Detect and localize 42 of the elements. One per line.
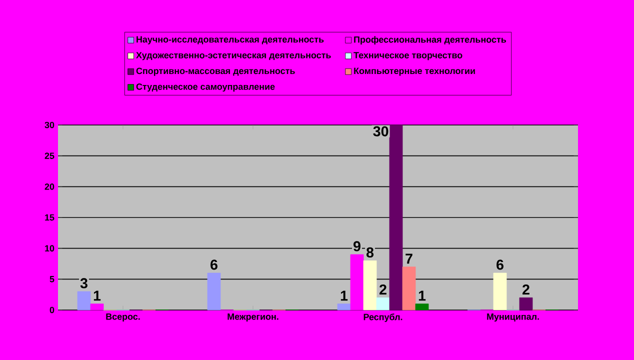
legend-label: Компьютерные технологии <box>354 68 475 76</box>
legend-label: Студенческое самоуправление <box>136 83 275 92</box>
x-tick-label: Межрегион. <box>228 314 278 322</box>
x-tick-label: Всерос. <box>106 314 140 322</box>
bar <box>402 266 416 310</box>
bar <box>337 304 351 310</box>
data-label: 1 <box>340 290 348 301</box>
x-tick-label: Республ. <box>364 314 402 322</box>
legend-label: Профессиональная деятельность <box>354 36 506 44</box>
y-tick-label: 10 <box>45 245 54 252</box>
y-tick-label: 25 <box>44 152 54 160</box>
data-label: 8 <box>366 247 374 258</box>
data-label: 2 <box>380 284 386 294</box>
bar <box>207 272 221 310</box>
data-label: 30 <box>373 126 388 136</box>
bar <box>493 272 507 310</box>
data-label: 7 <box>406 254 412 264</box>
bar <box>90 304 104 310</box>
data-label: 6 <box>496 260 504 270</box>
bar <box>415 304 429 310</box>
legend-label: Техническое творчество <box>354 52 462 60</box>
y-tick-label: 30 <box>44 122 54 128</box>
data-label: 1 <box>94 290 101 301</box>
x-tick-label: Муниципал. <box>487 314 539 322</box>
y-tick-label: 15 <box>45 214 54 221</box>
bar <box>363 260 377 310</box>
bar <box>77 291 91 310</box>
data-label: 9 <box>354 241 360 252</box>
data-label: 2 <box>522 284 530 294</box>
data-label: 1 <box>418 290 426 301</box>
bar <box>350 254 364 310</box>
bar <box>389 124 403 310</box>
y-tick-label: 0 <box>50 306 54 314</box>
bar <box>376 297 390 310</box>
y-tick-label: 20 <box>44 183 54 190</box>
data-label: 3 <box>80 278 88 288</box>
bar <box>519 297 533 310</box>
legend-label: Художественно-эстетическая деятельность <box>136 52 331 60</box>
y-tick-label: 5 <box>50 276 54 282</box>
legend-label: Научно-исследовательская деятельность <box>136 36 324 44</box>
data-label: 6 <box>210 260 218 270</box>
legend-label: Спортивно-массовая деятельность <box>136 68 295 76</box>
